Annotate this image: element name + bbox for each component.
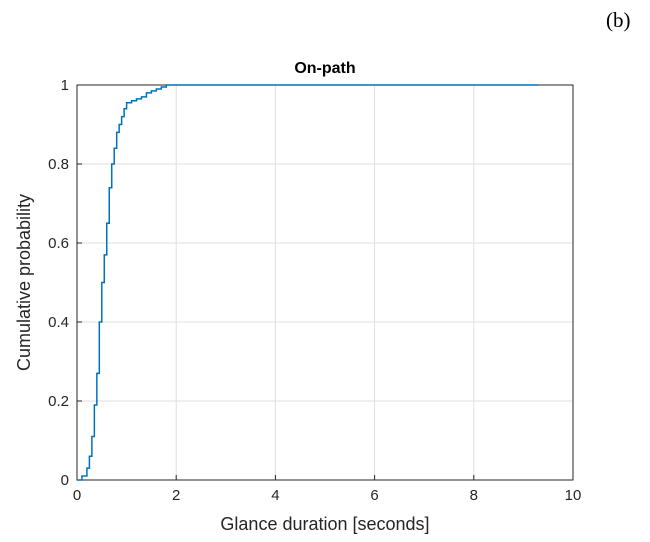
x-axis-title: Glance duration [seconds] xyxy=(220,514,429,534)
x-tick-label: 2 xyxy=(172,487,180,504)
y-tick-label: 0.4 xyxy=(48,314,69,331)
y-tick-label: 0.8 xyxy=(48,156,69,173)
cdf-line xyxy=(77,84,539,481)
x-tick-label: 6 xyxy=(370,487,378,504)
grid xyxy=(76,84,574,481)
chart-title: On-path xyxy=(294,60,355,77)
x-tick-label: 10 xyxy=(565,487,582,504)
y-tick-label: 1 xyxy=(61,77,69,94)
x-tick-label: 8 xyxy=(470,487,478,504)
x-tick-label: 4 xyxy=(271,487,279,504)
plot-frame xyxy=(76,84,574,481)
y-axis-title: Cumulative probability xyxy=(14,194,34,371)
panel-label: (b) xyxy=(606,8,631,32)
y-tick-label: 0 xyxy=(61,472,69,489)
ticks: 0 2 4 6 8 10 0 0.2 0.4 0.6 0.8 1 xyxy=(48,77,581,504)
x-tick-label: 0 xyxy=(73,487,81,504)
y-tick-label: 0.6 xyxy=(48,235,69,252)
y-tick-label: 0.2 xyxy=(48,393,69,410)
